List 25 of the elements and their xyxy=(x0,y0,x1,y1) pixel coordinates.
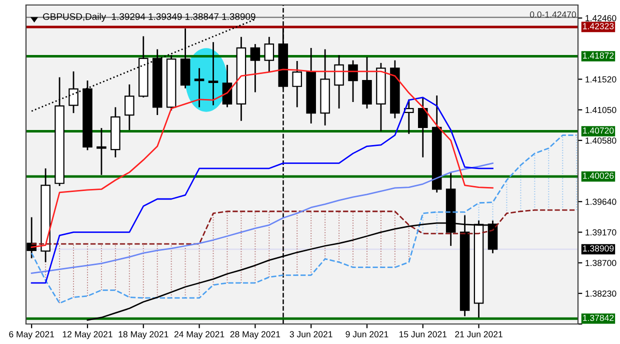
y-tick-label: 1.38230 xyxy=(586,290,616,297)
x-tick-label: 6 May 2021 xyxy=(9,331,54,340)
x-tick-label: 21 Jun 2021 xyxy=(455,331,502,338)
y-tick-label: 1.40580 xyxy=(586,137,616,144)
ref-line-label: 1.42323 xyxy=(583,23,614,30)
x-tick-label: 28 May 2021 xyxy=(230,331,280,340)
y-tick-label: 1.38700 xyxy=(586,260,616,266)
x-tick-label: 3 Jun 2021 xyxy=(290,331,332,338)
x-tick-label: 18 May 2021 xyxy=(118,331,168,340)
ref-line-label: 1.40720 xyxy=(583,127,614,134)
x-tick-label: 15 Jun 2021 xyxy=(399,331,447,338)
ref-line-label: 1.41872 xyxy=(583,52,614,59)
ref-line-label: 1.40026 xyxy=(583,172,614,179)
y-tick-label: 1.41520 xyxy=(586,76,616,82)
ref-line-label: 1.37842 xyxy=(583,314,614,322)
y-tick-label: 1.39640 xyxy=(586,198,616,205)
y-tick-label: 1.39170 xyxy=(586,229,616,236)
y-tick-label: 1.42460 xyxy=(586,15,616,22)
annotation: 0.0-1.42470 xyxy=(530,11,576,18)
x-tick-label: 9 Jun 2021 xyxy=(346,331,388,338)
text: GBPUSD,Daily 1.39294 1.39349 1.38847 1.38909 xyxy=(43,12,256,22)
x-tick-label: 24 May 2021 xyxy=(174,331,224,340)
x-tick-label: 12 May 2021 xyxy=(62,331,112,340)
y-tick-label: 1.41050 xyxy=(586,106,616,114)
ref-line-label: 1.38909 xyxy=(583,245,614,252)
